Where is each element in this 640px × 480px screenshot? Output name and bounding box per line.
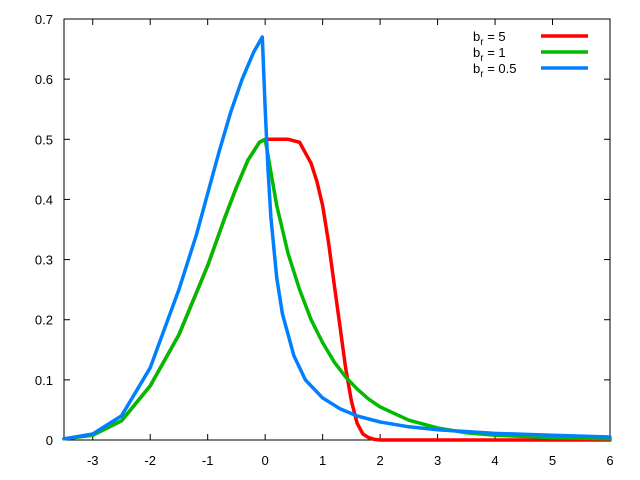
legend-symbol: b (473, 61, 480, 76)
x-tick-label: -3 (87, 453, 99, 468)
x-tick-label: 2 (376, 453, 383, 468)
y-tick-label: 0.1 (35, 373, 53, 388)
legend-value: = 0.5 (484, 61, 517, 76)
y-tick-label: 0 (46, 433, 53, 448)
x-tick-label: 4 (491, 453, 498, 468)
legend-symbol: b (473, 45, 480, 60)
x-tick-label: 3 (434, 453, 441, 468)
y-tick-label: 0.2 (35, 313, 53, 328)
legend-label-1: br = 1 (473, 45, 506, 64)
series-layer (62, 35, 612, 442)
legend-label-0: br = 5 (473, 29, 506, 48)
y-tick-label: 0.4 (35, 192, 53, 207)
series-line-0 (62, 137, 612, 442)
y-tick-label: 0.3 (35, 253, 53, 268)
y-tick-label: 0.7 (35, 12, 53, 27)
series-line-2 (62, 35, 612, 441)
x-tick-label: -1 (202, 453, 214, 468)
legend-subscript: r (480, 53, 484, 64)
series-line-1 (62, 137, 612, 441)
x-tick-label: -2 (144, 453, 156, 468)
y-tick-label: 0.5 (35, 132, 53, 147)
legend-symbol: b (473, 29, 480, 44)
legend-value: = 5 (484, 29, 506, 44)
legend: br = 5br = 1br = 0.5 (473, 29, 588, 80)
legend-subscript: r (480, 37, 484, 48)
y-tick-label: 0.6 (35, 72, 53, 87)
x-tick-label: 1 (319, 453, 326, 468)
x-tick-label: 6 (606, 453, 613, 468)
legend-value: = 1 (484, 45, 506, 60)
x-tick-label: 0 (262, 453, 269, 468)
legend-label-2: br = 0.5 (473, 61, 516, 80)
y-axis: 0 0.1 0.2 0.3 0.4 0.5 0.6 0.7 (35, 12, 610, 448)
legend-subscript: r (480, 69, 484, 80)
x-tick-label: 5 (549, 453, 556, 468)
plot-area-frame (63, 18, 611, 441)
